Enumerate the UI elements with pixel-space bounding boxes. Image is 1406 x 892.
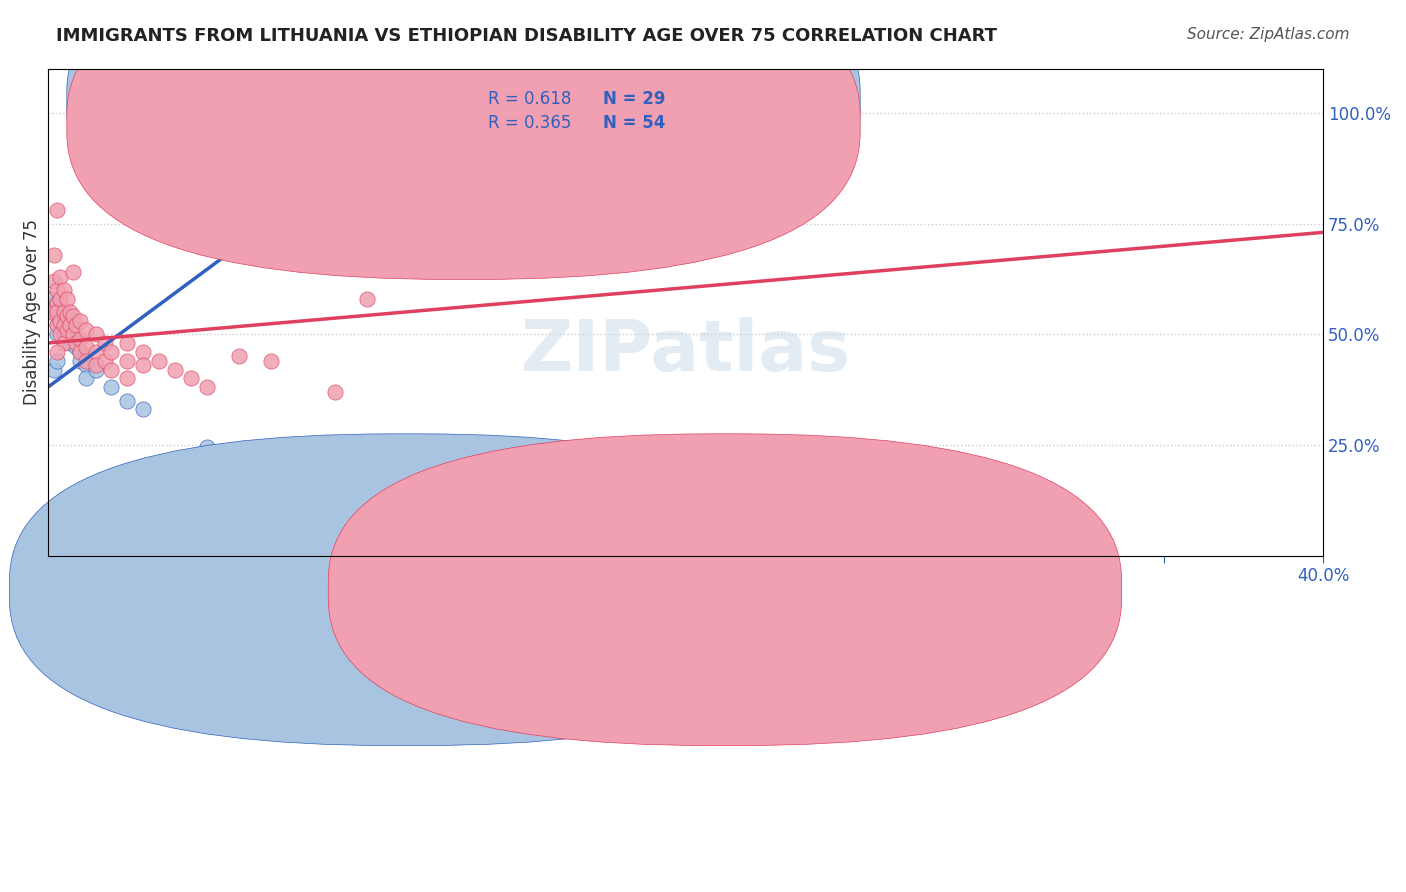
Point xyxy=(69,332,91,346)
Point xyxy=(117,393,139,408)
Point xyxy=(132,402,155,417)
Text: N = 54: N = 54 xyxy=(603,114,665,132)
Point xyxy=(46,345,69,359)
Point xyxy=(62,265,84,279)
FancyBboxPatch shape xyxy=(67,0,860,279)
Point xyxy=(62,318,84,333)
Point xyxy=(49,314,72,328)
Point xyxy=(62,327,84,342)
Point xyxy=(323,384,346,399)
Point xyxy=(46,327,69,342)
Text: Source: ZipAtlas.com: Source: ZipAtlas.com xyxy=(1187,27,1350,42)
Point xyxy=(75,371,97,385)
Point xyxy=(46,318,69,333)
Point xyxy=(52,318,75,333)
Point xyxy=(75,323,97,337)
Point xyxy=(84,327,107,342)
Point xyxy=(65,318,87,333)
Point xyxy=(42,274,65,288)
Point xyxy=(260,353,283,368)
Point xyxy=(84,362,107,376)
Text: R = 0.365: R = 0.365 xyxy=(488,114,571,132)
Point xyxy=(69,345,91,359)
Text: N = 29: N = 29 xyxy=(603,90,665,108)
Y-axis label: Disability Age Over 75: Disability Age Over 75 xyxy=(22,219,41,405)
Point xyxy=(52,327,75,342)
FancyBboxPatch shape xyxy=(425,78,730,144)
Point xyxy=(100,345,122,359)
Point xyxy=(100,362,122,376)
Point xyxy=(56,292,79,306)
Point xyxy=(42,362,65,376)
Point xyxy=(46,283,69,297)
Point xyxy=(69,353,91,368)
Point xyxy=(117,353,139,368)
Point xyxy=(165,362,187,376)
FancyBboxPatch shape xyxy=(328,434,1122,746)
Point xyxy=(59,318,82,333)
Point xyxy=(69,345,91,359)
Point xyxy=(56,310,79,324)
Point xyxy=(75,353,97,368)
Text: ZIPatlas: ZIPatlas xyxy=(520,317,851,385)
Text: Immigrants from Lithuania: Immigrants from Lithuania xyxy=(422,581,643,599)
Point xyxy=(59,336,82,351)
Point xyxy=(46,296,69,310)
Point xyxy=(56,310,79,324)
Point xyxy=(49,305,72,319)
Point xyxy=(49,314,72,328)
Point xyxy=(62,332,84,346)
Point xyxy=(84,358,107,372)
Point xyxy=(46,305,69,319)
Point xyxy=(39,292,62,306)
Point xyxy=(49,298,72,312)
Point xyxy=(308,105,330,120)
Point xyxy=(94,336,117,351)
Point xyxy=(323,252,346,266)
Text: IMMIGRANTS FROM LITHUANIA VS ETHIOPIAN DISABILITY AGE OVER 75 CORRELATION CHART: IMMIGRANTS FROM LITHUANIA VS ETHIOPIAN D… xyxy=(56,27,997,45)
Point xyxy=(356,292,378,306)
Point xyxy=(42,247,65,261)
Point xyxy=(46,318,69,333)
Point xyxy=(195,440,218,454)
Point xyxy=(46,296,69,310)
Point xyxy=(56,323,79,337)
Point xyxy=(84,345,107,359)
Point xyxy=(56,323,79,337)
Text: R = 0.618: R = 0.618 xyxy=(488,90,571,108)
Point xyxy=(132,345,155,359)
Point xyxy=(59,327,82,342)
Point xyxy=(59,305,82,319)
Point xyxy=(49,269,72,284)
Point xyxy=(228,349,250,363)
Point xyxy=(75,358,97,372)
Point xyxy=(195,380,218,394)
Text: Ethiopians: Ethiopians xyxy=(769,581,856,599)
Point xyxy=(148,353,170,368)
FancyBboxPatch shape xyxy=(67,0,860,256)
Point xyxy=(49,292,72,306)
Point xyxy=(46,353,69,368)
Point xyxy=(75,341,97,355)
Point xyxy=(69,314,91,328)
Point xyxy=(39,305,62,319)
Point xyxy=(117,371,139,385)
Point xyxy=(52,283,75,297)
Point xyxy=(46,203,69,218)
Point xyxy=(52,305,75,319)
FancyBboxPatch shape xyxy=(10,434,803,746)
Point xyxy=(52,336,75,351)
Point xyxy=(180,371,202,385)
Point xyxy=(49,327,72,342)
Point xyxy=(117,336,139,351)
Point xyxy=(42,305,65,319)
Point xyxy=(94,353,117,368)
Point xyxy=(132,358,155,372)
Point xyxy=(62,310,84,324)
Point xyxy=(65,341,87,355)
Point xyxy=(100,380,122,394)
Point xyxy=(52,318,75,333)
Point xyxy=(65,336,87,351)
